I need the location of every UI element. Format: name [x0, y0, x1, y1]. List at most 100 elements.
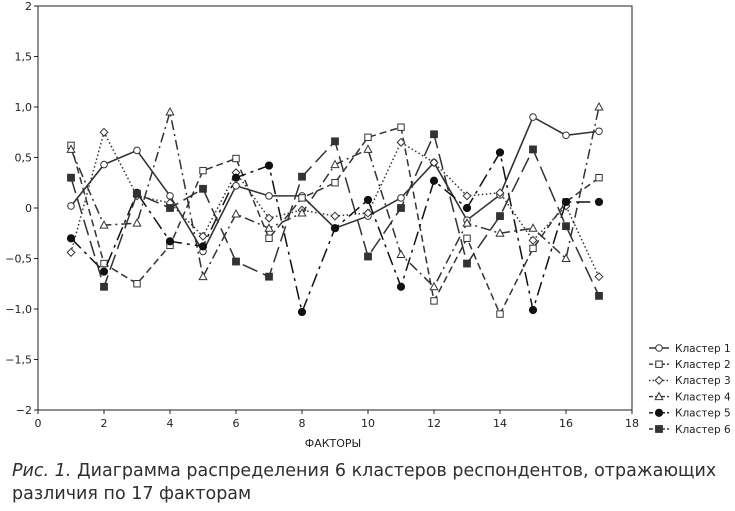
axes: 0 2 4 6 8 10 12 14 16 18 −2 −1,5 −1,0 −0,5 0 0,5 1,0 1,5 2: [5, 0, 639, 430]
y-tick-label: −2: [16, 404, 32, 417]
figure-caption: Рис. 1. Диаграмма распределения 6 класте…: [12, 460, 727, 506]
x-axis-label: ФАКТОРЫ: [305, 437, 362, 450]
data-point: [99, 220, 109, 229]
data-point: [463, 259, 471, 268]
x-tick-label: 10: [361, 417, 375, 430]
data-point: [429, 281, 439, 291]
data-point: [99, 127, 109, 137]
data-point: [528, 235, 538, 245]
data-point: [396, 282, 406, 291]
data-point: [495, 148, 505, 157]
data-point: [364, 252, 372, 261]
data-point: [100, 160, 108, 169]
data-point: [396, 137, 406, 147]
data-point: [67, 173, 75, 182]
data-point: [66, 234, 76, 243]
data-point: [397, 204, 405, 212]
x-tick-label: 8: [299, 417, 306, 430]
legend-item: Кластер 6: [649, 424, 731, 436]
legend-swatch-marker: [655, 344, 663, 352]
legend-swatch-marker: [654, 391, 664, 401]
y-tick-label: −1,0: [5, 303, 32, 316]
data-point: [429, 158, 439, 168]
caption-label: Рис. 1.: [12, 461, 72, 481]
data-point: [199, 184, 207, 193]
data-point: [363, 144, 373, 153]
data-point: [232, 257, 240, 266]
legend-label: Кластер 5: [675, 408, 731, 420]
plot-area: [37, 5, 633, 411]
series-line: [70, 126, 600, 316]
data-point: [331, 137, 339, 146]
legend-label: Кластер 1: [675, 343, 731, 355]
data-point: [298, 194, 306, 202]
data-point: [265, 272, 273, 281]
y-tick-label: −1,5: [5, 354, 32, 367]
x-tick-label: 6: [233, 417, 240, 430]
data-point: [496, 310, 504, 318]
data-point: [330, 159, 340, 169]
y-tick-label: 1,5: [15, 51, 33, 64]
data-point: [594, 101, 604, 111]
data-point: [265, 192, 273, 200]
data-point: [198, 231, 208, 241]
legend-swatch-marker: [655, 360, 663, 368]
series-6: [67, 130, 603, 300]
legend-label: Кластер 4: [675, 391, 731, 403]
legend-item: Кластер 4: [649, 391, 731, 403]
data-point: [199, 166, 207, 175]
legend-item: Кластер 3: [649, 375, 731, 387]
y-tick-label: −0,5: [5, 253, 32, 266]
data-point: [297, 307, 307, 317]
data-point: [528, 305, 538, 315]
data-point: [595, 127, 603, 136]
data-point: [562, 131, 570, 140]
data-point: [265, 234, 273, 243]
x-tick-label: 16: [559, 417, 573, 430]
data-point: [132, 218, 142, 227]
data-point: [198, 271, 208, 281]
data-point: [232, 181, 240, 190]
data-point: [297, 208, 307, 217]
data-point: [529, 113, 537, 121]
data-point: [166, 192, 174, 200]
data-point: [495, 188, 505, 198]
data-point: [463, 234, 471, 243]
x-tick-label: 18: [625, 417, 639, 430]
legend-swatch-marker: [654, 408, 664, 417]
data-point: [264, 223, 274, 232]
data-point: [100, 282, 108, 291]
chart: 0 2 4 6 8 10 12 14 16 18 −2 −1,5 −1,0 −0,5 0 0,5 1,0 1,5 2…: [5, 0, 731, 450]
data-point: [561, 253, 571, 262]
data-point: [100, 259, 108, 268]
data-point: [430, 297, 438, 305]
legend-item: Кластер 1: [649, 343, 731, 355]
data-point: [330, 211, 340, 221]
data-point: [595, 174, 603, 182]
data-point: [165, 107, 175, 116]
data-point: [462, 203, 472, 213]
y-tick-label: 1,0: [15, 101, 33, 114]
legend-swatch-marker: [654, 375, 664, 385]
data-point: [397, 123, 405, 131]
data-point: [594, 272, 604, 282]
y-tick-label: 0,5: [15, 152, 33, 165]
data-point: [331, 179, 339, 187]
series-5: [66, 148, 604, 317]
y-tick-label: 0: [25, 202, 32, 215]
legend-label: Кластер 2: [675, 359, 731, 371]
series-4: [66, 101, 604, 291]
series-layer: [66, 101, 604, 318]
x-tick-label: 0: [35, 417, 42, 430]
y-tick-label: 2: [25, 0, 32, 13]
data-point: [595, 291, 603, 300]
data-point: [66, 144, 76, 153]
data-point: [462, 218, 472, 227]
data-point: [396, 249, 406, 258]
data-point: [363, 195, 373, 205]
data-point: [264, 161, 274, 170]
data-point: [264, 213, 274, 223]
series-line: [70, 106, 600, 289]
data-point: [298, 172, 306, 181]
data-point: [133, 146, 141, 155]
